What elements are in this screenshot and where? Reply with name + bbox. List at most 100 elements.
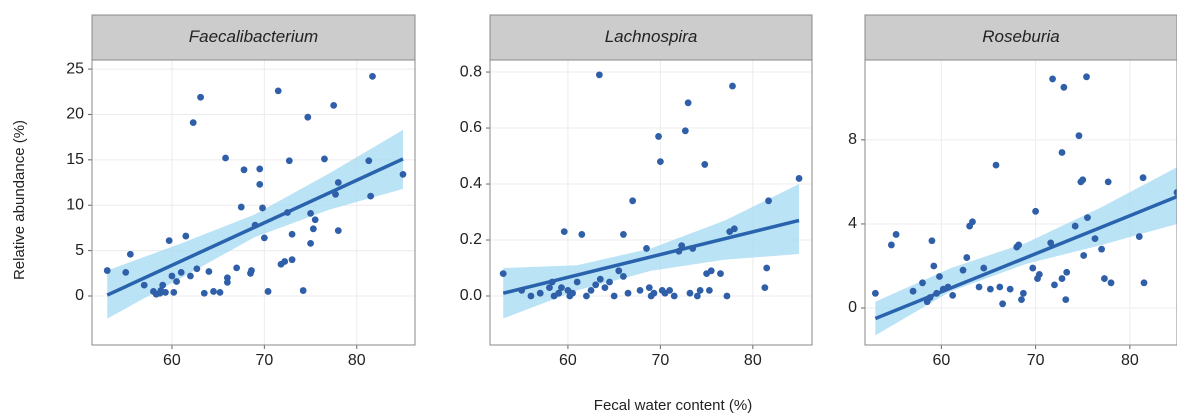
- point: [693, 292, 701, 300]
- strip: [864, 14, 1177, 61]
- point: [596, 275, 604, 283]
- point: [1060, 83, 1068, 91]
- point: [595, 71, 603, 79]
- y-tick-label: 0.0: [460, 287, 482, 304]
- point: [986, 285, 994, 293]
- point: [1083, 73, 1090, 81]
- point: [1051, 281, 1058, 289]
- point: [919, 279, 926, 287]
- point: [620, 273, 627, 280]
- point: [1101, 275, 1108, 282]
- point: [555, 289, 563, 297]
- point: [1019, 289, 1027, 297]
- point: [1107, 279, 1115, 287]
- x-tick-label: 60: [559, 352, 577, 369]
- strip: [91, 14, 416, 61]
- point: [259, 204, 266, 212]
- point: [197, 93, 204, 101]
- point: [1140, 279, 1148, 287]
- point: [527, 292, 535, 300]
- panel-border: [864, 59, 1177, 346]
- point: [284, 209, 291, 216]
- y-tick-label: 0: [848, 299, 857, 316]
- point: [678, 242, 686, 250]
- point: [200, 289, 208, 297]
- point: [980, 264, 988, 272]
- point: [264, 288, 272, 295]
- point: [592, 281, 600, 289]
- point: [969, 218, 976, 226]
- point: [281, 258, 289, 265]
- point: [311, 216, 319, 224]
- point: [399, 170, 407, 178]
- point: [999, 300, 1007, 308]
- y-tick-label: 15: [66, 151, 84, 168]
- point: [536, 289, 544, 297]
- point: [930, 262, 938, 270]
- point: [701, 161, 709, 168]
- point: [122, 268, 130, 276]
- point: [1015, 241, 1023, 249]
- y-tick-label: 0.4: [460, 175, 482, 192]
- point: [499, 270, 507, 278]
- y-tick-label: 0: [75, 287, 84, 304]
- point: [944, 283, 952, 291]
- point: [655, 133, 662, 140]
- y-tick-label: 0.2: [460, 231, 482, 248]
- point: [959, 266, 967, 274]
- point: [140, 281, 148, 289]
- point: [548, 278, 556, 286]
- point: [696, 287, 704, 294]
- point: [518, 287, 526, 294]
- point: [707, 267, 715, 275]
- point: [546, 284, 553, 292]
- point: [248, 267, 255, 274]
- point: [369, 72, 376, 80]
- fit-line: [874, 194, 1177, 321]
- x-tick-label: 60: [932, 352, 950, 369]
- point: [168, 272, 176, 280]
- point: [963, 254, 971, 261]
- point: [684, 99, 692, 107]
- point: [689, 245, 697, 252]
- x-tick-label: 70: [651, 352, 669, 369]
- point: [330, 101, 338, 109]
- confidence-band: [875, 167, 1177, 336]
- y-tick-label: 4: [848, 215, 857, 232]
- point: [205, 268, 213, 275]
- y-tick-label: 0.8: [460, 63, 482, 80]
- point: [1079, 176, 1087, 184]
- point: [996, 283, 1004, 291]
- point: [367, 192, 375, 200]
- point: [705, 287, 713, 294]
- point: [1062, 296, 1070, 304]
- point: [299, 287, 307, 294]
- y-tick-label: 20: [66, 106, 84, 123]
- point: [601, 284, 609, 292]
- point: [656, 158, 664, 166]
- point: [1049, 75, 1056, 83]
- point: [165, 237, 173, 245]
- point: [304, 113, 312, 121]
- point: [321, 155, 328, 163]
- point: [1035, 270, 1043, 278]
- point: [260, 234, 268, 242]
- point: [1032, 207, 1040, 215]
- point: [636, 287, 644, 294]
- point: [307, 239, 314, 247]
- point: [892, 231, 900, 238]
- y-tick-label: 0.6: [460, 119, 482, 136]
- point: [666, 287, 674, 294]
- point: [928, 237, 936, 245]
- point: [210, 288, 217, 295]
- point: [187, 272, 194, 280]
- point: [871, 289, 879, 297]
- point: [365, 157, 373, 165]
- point: [587, 287, 595, 294]
- point: [334, 227, 342, 235]
- x-tick-label: 70: [255, 352, 273, 369]
- point: [949, 291, 957, 299]
- point: [256, 180, 264, 188]
- point: [1139, 174, 1147, 182]
- point: [558, 284, 565, 292]
